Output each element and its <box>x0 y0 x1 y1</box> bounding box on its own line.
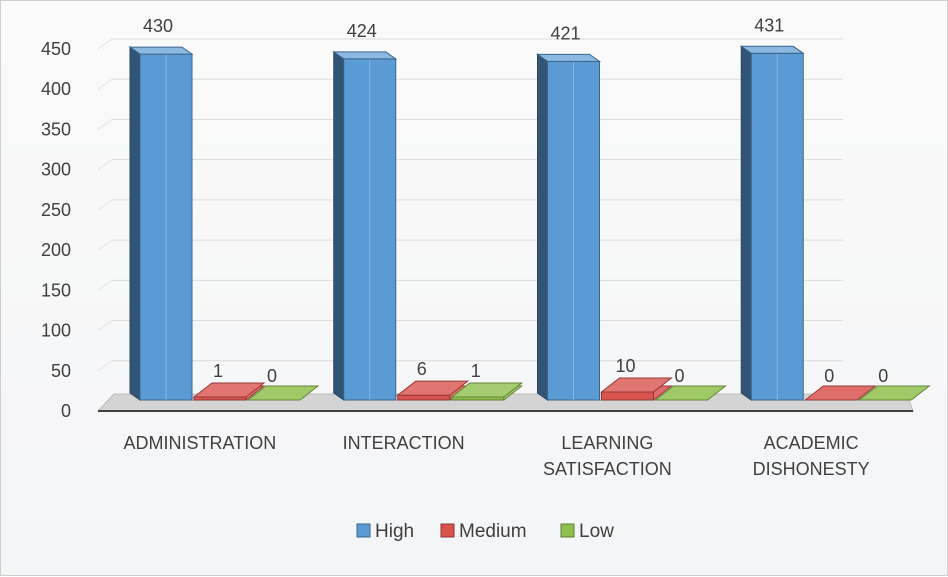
bar-side-face <box>333 50 345 401</box>
bar-top-face <box>128 46 194 55</box>
y-tick-label: 250 <box>41 200 71 220</box>
x-tick-label: INTERACTION <box>343 433 465 453</box>
bar-low <box>246 385 320 401</box>
x-tick-label: ADMINISTRATION <box>124 433 277 453</box>
x-tick-label: ACADEMIC DISHONESTY <box>753 433 870 479</box>
y-tick-label: 450 <box>41 39 71 59</box>
legend-label: High <box>375 521 414 542</box>
legend-label: Low <box>579 521 614 542</box>
bar-high <box>128 46 194 401</box>
data-label: 0 <box>267 366 277 386</box>
bar-front-face <box>601 391 654 401</box>
legend-swatch <box>356 523 371 538</box>
bar-medium <box>600 377 673 401</box>
y-tick-label: 300 <box>41 160 71 180</box>
bar-cap <box>192 382 266 398</box>
bar-medium <box>192 382 266 401</box>
x-tick-label-line: LEARNING <box>561 433 653 453</box>
data-label: 1 <box>213 361 223 381</box>
x-tick-label-line: ADMINISTRATION <box>124 433 277 453</box>
data-label: 6 <box>417 359 427 379</box>
bar-top-face <box>535 53 602 62</box>
x-tick-label-line: INTERACTION <box>343 433 465 453</box>
data-label: 0 <box>878 366 888 386</box>
bar-side-face <box>537 53 548 401</box>
bar-low <box>654 385 727 401</box>
y-tick-label: 100 <box>41 321 71 341</box>
y-tick-label: 150 <box>41 280 71 300</box>
y-tick-label: 400 <box>41 79 71 99</box>
bar-side-face <box>129 46 141 401</box>
bar-high <box>535 53 602 401</box>
data-label: 431 <box>754 15 784 35</box>
gridline-diagonal <box>97 199 113 211</box>
legend-swatch <box>440 523 455 538</box>
legend-swatch <box>560 523 575 538</box>
bar-top-face <box>803 385 877 401</box>
bar-low <box>857 385 931 401</box>
data-label: 424 <box>347 21 377 41</box>
gridline-diagonal <box>97 239 113 251</box>
bar-top-face <box>246 385 320 401</box>
gridline-diagonal <box>97 320 113 331</box>
gridline-diagonal <box>97 78 113 90</box>
bar-top-face <box>739 45 805 54</box>
bar-front-face <box>397 394 451 401</box>
bar-top-face <box>654 385 727 401</box>
gridline-diagonal <box>97 279 113 291</box>
y-tick-label: 200 <box>41 240 71 260</box>
x-tick-label-line: SATISFACTION <box>543 459 672 479</box>
data-label: 0 <box>824 366 834 386</box>
bar-medium <box>396 380 470 401</box>
bar-medium <box>803 385 877 401</box>
y-tick-label: 50 <box>51 361 71 381</box>
bar-low <box>450 382 524 401</box>
bar-top-face <box>857 385 931 401</box>
bar-high <box>332 50 398 401</box>
y-tick-label: 0 <box>61 401 71 421</box>
y-tick-label: 350 <box>41 119 71 139</box>
bar-cap <box>600 377 673 393</box>
gridline-diagonal <box>97 159 113 171</box>
data-label: 421 <box>550 23 580 43</box>
legend: High Medium Low <box>356 521 614 542</box>
x-tick-label: LEARNING SATISFACTION <box>543 433 672 479</box>
x-axis: ADMINISTRATION INTERACTION LEARNING SATISFA… <box>98 410 913 479</box>
bar-cap <box>450 382 524 398</box>
data-label: 0 <box>674 366 684 386</box>
bar-cap <box>396 380 470 396</box>
y-axis: 0 50 100 150 200 250 300 350 400 450 <box>41 39 71 421</box>
data-label: 10 <box>615 356 635 376</box>
bar-top-face <box>332 51 398 60</box>
bar-side-face <box>740 45 752 401</box>
gridline-diagonal <box>97 119 113 130</box>
gridline-diagonal <box>97 38 113 50</box>
bars <box>128 45 931 401</box>
gridlines <box>97 38 843 372</box>
legend-label: Medium <box>459 521 527 542</box>
x-tick-label-line: ACADEMIC <box>764 433 859 453</box>
data-label: 1 <box>471 361 481 381</box>
data-label: 430 <box>143 16 173 36</box>
bar-high <box>739 45 805 401</box>
x-tick-label-line: DISHONESTY <box>753 459 870 479</box>
gridline-diagonal <box>97 360 113 372</box>
